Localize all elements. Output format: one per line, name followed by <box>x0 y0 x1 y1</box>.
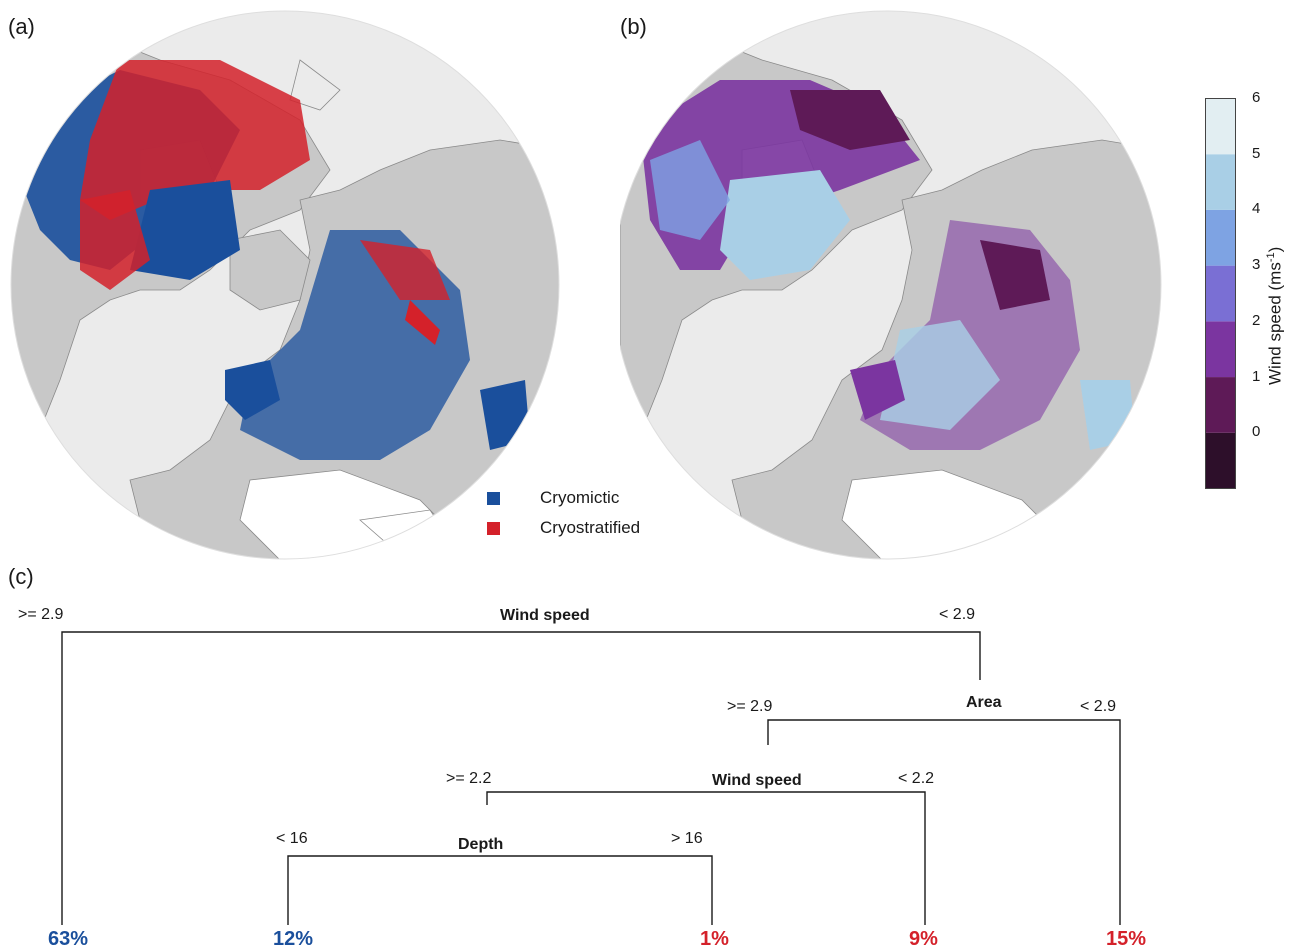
colorbar-band-2 <box>1205 321 1236 378</box>
colorbar-band-4 <box>1205 209 1236 266</box>
colorbar-tick-label: 5 <box>1252 144 1261 162</box>
tree-split-root-right: < 2.9 <box>939 606 976 623</box>
panel-label-a: (a) <box>8 14 35 39</box>
wind-speed-colorbar <box>1205 98 1236 489</box>
panel-label-b: (b) <box>620 14 647 39</box>
map-a-lake-points <box>20 60 530 460</box>
tree-node-root: Wind speed <box>500 607 590 624</box>
tree-branch-depth <box>287 855 713 925</box>
colorbar-tick-label: 4 <box>1252 200 1261 218</box>
tree-leaf-9: 9% <box>909 928 938 950</box>
tree-split-wind2-right: < 2.2 <box>898 770 935 787</box>
tree-branch-area <box>767 719 1121 925</box>
tree-split-wind2-left: >= 2.2 <box>446 770 492 787</box>
panel-label-c: (c) <box>8 564 34 589</box>
tree-leaf-1: 1% <box>700 928 729 950</box>
decision-tree-lines <box>61 631 1121 925</box>
legend-item-cryomictic: Cryomictic <box>487 488 619 508</box>
colorbar-band-5 <box>1205 154 1236 210</box>
legend-label-cryostratified: Cryostratified <box>540 518 641 537</box>
map-b-wind-points <box>640 80 1135 450</box>
colorbar-band-3 <box>1205 265 1236 322</box>
tree-split-root-left: >= 2.9 <box>18 606 64 623</box>
tree-branch-wind2 <box>486 791 926 925</box>
colorbar-tick-label: 0 <box>1252 423 1261 441</box>
legend-item-cryostratified: Cryostratified <box>487 518 640 538</box>
tree-branch-root <box>61 631 981 925</box>
tree-split-area-left: >= 2.9 <box>727 698 773 715</box>
colorbar-tick-label: 2 <box>1252 311 1261 329</box>
legend-label-cryomictic: Cryomictic <box>540 488 620 507</box>
colorbar-band-0 <box>1205 432 1236 489</box>
colorbar-band-6 <box>1205 98 1236 155</box>
tree-leaf-12: 12% <box>273 928 314 950</box>
tree-node-area: Area <box>966 694 1002 711</box>
tree-split-depth-left: < 16 <box>276 830 308 847</box>
map-a-lake-mixing-type <box>10 10 560 560</box>
colorbar-tick-label: 1 <box>1252 367 1261 385</box>
tree-node-wind2: Wind speed <box>712 772 802 789</box>
tree-node-depth: Depth <box>458 836 504 853</box>
legend-swatch-cryomictic <box>487 491 500 505</box>
tree-split-area-right: < 2.9 <box>1080 698 1117 715</box>
tree-leaf-63: 63% <box>48 928 89 950</box>
tree-split-depth-right: > 16 <box>671 830 703 847</box>
colorbar-band-1 <box>1205 377 1236 433</box>
legend-swatch-cryostratified <box>487 521 500 535</box>
map-b-wind-speed <box>620 10 1162 560</box>
colorbar-tick-label: 6 <box>1252 89 1261 106</box>
tree-leaf-15: 15% <box>1106 928 1147 950</box>
colorbar-title: Wind speed (ms-1) <box>1265 246 1285 385</box>
colorbar-tick-label: 3 <box>1252 256 1261 274</box>
